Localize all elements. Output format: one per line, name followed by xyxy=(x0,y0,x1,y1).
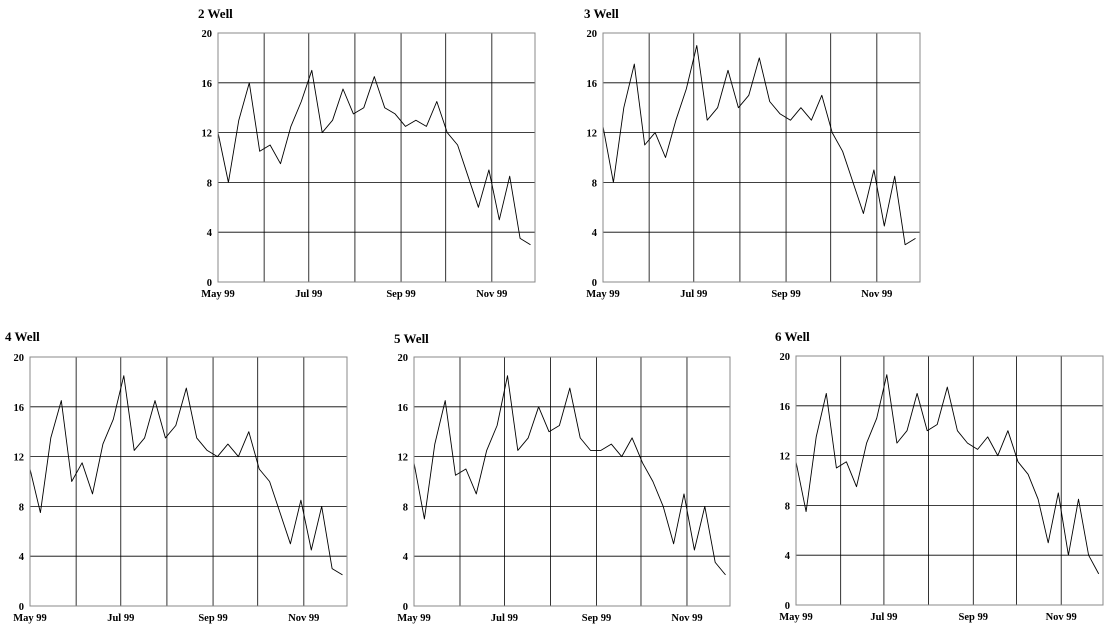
chart-title: 6 Well xyxy=(775,329,810,344)
plot-frame xyxy=(602,32,921,283)
x-tick-label: May 99 xyxy=(586,289,620,300)
y-tick-label: 20 xyxy=(14,353,25,364)
y-tick-label: 20 xyxy=(587,29,598,40)
x-tick-label: Sep 99 xyxy=(771,289,800,300)
chart-panel-4-well: 4 Well 0 4 8 12 16 20 May 99 Jul 99 Sep 99 Nov 99 xyxy=(5,329,348,624)
y-tick-label: 4 xyxy=(592,228,598,239)
x-tick-label: Nov 99 xyxy=(288,613,319,624)
chart-title: 4 Well xyxy=(5,329,40,344)
y-tick-label: 12 xyxy=(202,129,213,140)
x-tick-label: Nov 99 xyxy=(476,289,507,300)
x-tick-label: Sep 99 xyxy=(386,289,415,300)
y-tick-label: 16 xyxy=(587,79,598,90)
x-tick-label: Sep 99 xyxy=(582,613,611,624)
series-line xyxy=(413,375,726,576)
chart-title: 5 Well xyxy=(394,331,429,346)
x-tick-label: Jul 99 xyxy=(491,613,518,624)
y-tick-label: 0 xyxy=(19,602,24,613)
y-tick-label: 4 xyxy=(19,552,25,563)
y-tick-label: 16 xyxy=(398,403,409,414)
y-tick-label: 12 xyxy=(398,453,409,464)
plot-frame xyxy=(29,356,348,607)
chart-title: 2 Well xyxy=(198,6,233,21)
chart-panel-5-well: 5 Well 0 4 8 12 16 20 May 99 Jul 99 Sep 99 Nov 99 xyxy=(394,331,731,624)
plot-frame xyxy=(795,355,1104,606)
y-tick-label: 20 xyxy=(780,352,791,363)
y-tick-label: 4 xyxy=(207,228,213,239)
y-tick-label: 8 xyxy=(19,502,24,513)
y-tick-label: 8 xyxy=(592,178,597,189)
y-tick-label: 12 xyxy=(14,453,25,464)
x-tick-label: May 99 xyxy=(397,613,431,624)
y-tick-label: 0 xyxy=(785,601,790,612)
x-tick-label: Nov 99 xyxy=(861,289,892,300)
y-tick-label: 12 xyxy=(780,452,791,463)
plot-frame xyxy=(217,32,536,283)
x-tick-label: Nov 99 xyxy=(671,613,702,624)
chart-panel-6-well: 6 Well 0 4 8 12 16 20 May 99 Jul 99 Sep 99 Nov 99 xyxy=(775,329,1104,623)
series-line xyxy=(217,69,531,246)
y-tick-label: 8 xyxy=(785,501,790,512)
y-tick-label: 0 xyxy=(592,278,597,289)
y-tick-label: 20 xyxy=(398,353,409,364)
x-tick-label: May 99 xyxy=(13,613,47,624)
series-line xyxy=(602,45,916,246)
y-tick-label: 16 xyxy=(14,403,25,414)
x-tick-label: May 99 xyxy=(201,289,235,300)
y-tick-label: 12 xyxy=(587,129,598,140)
chart-panel-2-well: 2 Well 0 4 8 12 16 20 May 99 Jul 99 Sep 99 Nov 99 xyxy=(198,6,536,300)
x-tick-label: Nov 99 xyxy=(1046,612,1077,623)
chart-title: 3 Well xyxy=(584,6,619,21)
y-tick-label: 0 xyxy=(207,278,212,289)
y-tick-label: 8 xyxy=(207,178,212,189)
y-tick-label: 20 xyxy=(202,29,213,40)
x-tick-label: May 99 xyxy=(779,612,813,623)
x-tick-label: Jul 99 xyxy=(295,289,322,300)
series-line xyxy=(29,375,343,576)
plot-frame xyxy=(413,356,731,607)
x-tick-label: Sep 99 xyxy=(198,613,227,624)
x-tick-label: Sep 99 xyxy=(959,612,988,623)
y-tick-label: 4 xyxy=(403,552,409,563)
y-tick-label: 16 xyxy=(202,79,213,90)
x-tick-label: Jul 99 xyxy=(870,612,897,623)
y-tick-label: 16 xyxy=(780,402,791,413)
chart-panel-3-well: 3 Well 0 4 8 12 16 20 May 99 Jul 99 Sep 99 Nov 99 xyxy=(584,6,921,300)
y-tick-label: 4 xyxy=(785,551,791,562)
y-tick-label: 8 xyxy=(403,502,408,513)
y-tick-label: 0 xyxy=(403,602,408,613)
x-tick-label: Jul 99 xyxy=(107,613,134,624)
x-tick-label: Jul 99 xyxy=(680,289,707,300)
series-line xyxy=(795,374,1100,575)
